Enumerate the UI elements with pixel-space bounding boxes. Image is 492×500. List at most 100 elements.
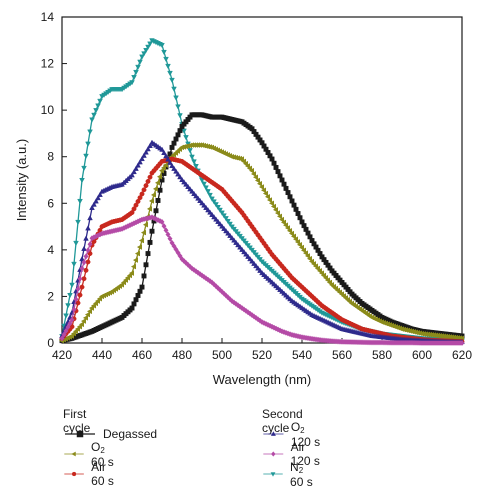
x-tick-label: 420 <box>52 348 72 362</box>
data-point <box>92 300 99 307</box>
data-point <box>274 210 281 216</box>
data-point <box>69 282 75 288</box>
data-point <box>87 251 93 257</box>
x-tick-label: 480 <box>172 348 192 362</box>
data-point <box>68 333 75 339</box>
y-axis-label: Intensity (a.u.) <box>14 139 29 221</box>
data-point <box>193 164 199 170</box>
data-point <box>77 275 83 282</box>
data-point <box>97 98 103 104</box>
data-point <box>318 270 325 276</box>
data-point <box>169 162 175 169</box>
data-point <box>128 270 135 276</box>
data-point <box>209 196 215 202</box>
data-point <box>304 253 311 259</box>
data-point <box>141 187 147 193</box>
data-point <box>286 227 293 234</box>
data-point <box>86 308 93 315</box>
data-point <box>138 237 145 244</box>
data-point <box>79 284 85 290</box>
legend-swatch <box>263 451 284 457</box>
data-point <box>275 169 281 175</box>
data-point <box>137 59 143 65</box>
data-point <box>80 318 87 324</box>
data-point <box>82 315 89 321</box>
data-point <box>155 198 161 203</box>
data-point <box>158 167 165 174</box>
data-point <box>97 191 103 197</box>
data-point <box>143 149 149 155</box>
data-point <box>283 185 289 191</box>
data-point <box>314 265 321 272</box>
data-point <box>76 323 83 330</box>
data-point <box>150 192 157 198</box>
data-point <box>137 195 143 201</box>
data-point <box>145 251 151 257</box>
data-point <box>215 205 221 211</box>
data-point <box>157 187 163 193</box>
data-point <box>85 247 91 254</box>
data-point <box>223 216 229 222</box>
legend-label: Degassed <box>103 427 157 441</box>
data-point <box>211 199 217 205</box>
data-point <box>143 48 149 54</box>
series-n2-60-s <box>59 38 465 344</box>
data-point <box>167 235 173 242</box>
data-point <box>129 305 135 311</box>
data-point <box>131 206 137 212</box>
data-point <box>142 221 149 228</box>
data-point <box>189 154 195 160</box>
data-point <box>131 75 137 81</box>
legend-label: O2 120 s <box>291 420 322 449</box>
legend-label: O2 60 s <box>91 440 117 469</box>
data-point <box>308 258 315 265</box>
data-point <box>264 193 271 200</box>
data-point <box>73 296 79 303</box>
data-point <box>95 195 101 201</box>
data-point <box>85 259 91 265</box>
data-point <box>145 44 151 50</box>
data-point <box>83 235 89 241</box>
data-point <box>187 148 193 154</box>
data-point <box>139 155 145 162</box>
data-point <box>147 174 153 180</box>
series-layer <box>58 38 465 347</box>
data-point <box>139 54 145 60</box>
data-point <box>291 202 297 208</box>
data-point <box>213 202 219 208</box>
data-point <box>271 160 277 166</box>
data-point <box>143 183 149 189</box>
series-o2-120-s <box>59 139 465 345</box>
data-point <box>292 236 299 242</box>
data-point <box>171 86 177 92</box>
legend-heading-first-cycle: First cycle <box>63 407 91 435</box>
legend-item: Air 120 s <box>262 440 322 468</box>
data-point <box>70 330 77 337</box>
legend-item: N2 60 s <box>262 460 315 489</box>
data-point <box>177 174 183 180</box>
data-point <box>324 277 331 283</box>
data-point <box>147 239 153 245</box>
x-tick-label: 600 <box>412 348 432 362</box>
data-point <box>293 206 299 212</box>
y-tick-label: 2 <box>47 289 54 303</box>
data-point <box>279 177 285 183</box>
data-point <box>161 149 167 155</box>
plot-frame <box>61 16 463 344</box>
data-point <box>223 292 229 299</box>
data-point <box>74 326 81 332</box>
data-point <box>217 286 223 293</box>
data-point <box>173 95 179 101</box>
data-point <box>129 172 135 178</box>
data-point <box>75 219 81 226</box>
data-point <box>67 293 73 299</box>
data-point <box>84 311 91 318</box>
data-point <box>322 274 329 281</box>
data-point <box>300 247 307 254</box>
data-point <box>207 192 213 199</box>
data-point <box>78 321 85 328</box>
data-point <box>129 210 135 216</box>
legend-label-text: O <box>91 439 101 454</box>
data-point <box>266 197 273 203</box>
